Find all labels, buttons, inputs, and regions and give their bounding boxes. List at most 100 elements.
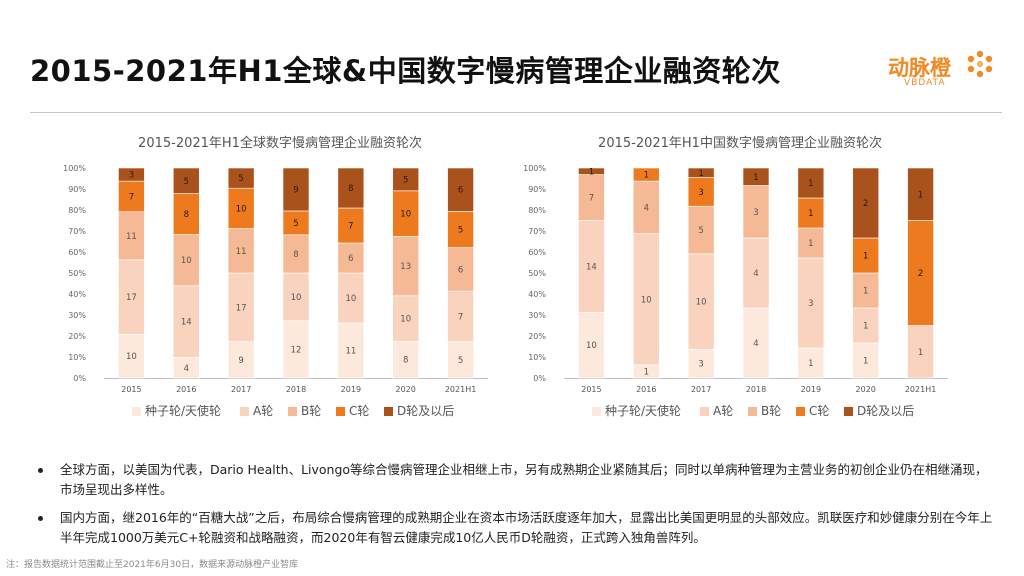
bar-segment [447, 247, 474, 292]
bar-segment [742, 185, 770, 239]
data-label: 9 [238, 356, 243, 366]
bar-segment [687, 167, 715, 178]
data-label: 1 [808, 239, 813, 249]
bar-segment [578, 174, 605, 221]
data-label: 3 [129, 171, 134, 181]
data-label: 17 [236, 303, 247, 313]
data-label: 5 [458, 226, 463, 236]
brand-logo: 动脉橙 VBDATA [888, 50, 998, 90]
bar-segment [282, 272, 310, 322]
bar-segment [392, 190, 420, 237]
page-title: 2015-2021年H1全球&中国数字慢病管理企业融资轮次 [30, 54, 781, 88]
data-label: 5 [238, 174, 243, 184]
x-tick-label: 2015 [581, 385, 601, 394]
data-label: 11 [345, 347, 356, 357]
y-tick-label: 100% [63, 164, 86, 173]
bar-segment [578, 312, 605, 379]
y-tick-label: 70% [528, 227, 546, 236]
x-tick-label: 2019 [341, 385, 361, 394]
bar-segment [742, 237, 770, 309]
data-label: 14 [181, 318, 192, 328]
data-label: 10 [181, 256, 192, 266]
legend-swatch [132, 407, 141, 416]
data-label: 10 [236, 204, 247, 214]
y-tick-label: 30% [528, 311, 546, 320]
data-label: 1 [918, 190, 923, 200]
data-label: 1 [808, 179, 813, 189]
title-divider [30, 112, 1002, 113]
x-tick-label: 2017 [691, 385, 711, 394]
data-label: 6 [348, 254, 353, 264]
bar-segment [797, 347, 825, 379]
legend-label: A轮 [253, 404, 273, 418]
legend-swatch [336, 407, 345, 416]
y-tick-label: 30% [68, 311, 86, 320]
bar-segment [172, 285, 200, 358]
bar-segment [337, 167, 365, 209]
bar-segment [447, 290, 474, 343]
data-label: 5 [458, 356, 463, 366]
bar-segment [852, 307, 880, 344]
bar-segment [797, 257, 825, 349]
x-tick-label: 2015 [121, 385, 141, 394]
data-label: 1 [863, 287, 868, 297]
bar-segment [447, 341, 474, 379]
data-label: 4 [184, 364, 189, 374]
bar-segment [742, 167, 770, 186]
bar-segment [118, 259, 145, 335]
data-label: 10 [126, 352, 137, 362]
china-funding-chart-svg: 2015-2021年H1中国数字慢病管理企业融资轮次 0% 10% 20% 30% 40%… [523, 135, 948, 418]
data-label: 7 [348, 222, 353, 232]
bar-segment [392, 167, 420, 192]
orange-dots-icon [967, 50, 993, 78]
bullet-global-text: 全球方面，以美国为代表，Dario Health、Livongo等综合慢病管理企… [60, 462, 988, 497]
data-label: 11 [236, 247, 247, 257]
x-tick-label: 2018 [286, 385, 306, 394]
legend-swatch [748, 407, 757, 416]
data-label: 1 [589, 167, 594, 177]
chart-title: 2015-2021年H1中国数字慢病管理企业融资轮次 [598, 135, 882, 151]
bar-segment [852, 272, 880, 309]
legend-label: B轮 [301, 404, 321, 418]
data-label: 3 [698, 188, 703, 198]
bullet-china: 国内方面，继2016年的“百糖大战”之后，布局综合慢病管理的成熟期企业在资本市场… [28, 508, 998, 548]
data-label: 2 [918, 269, 923, 279]
data-label: 1 [644, 367, 649, 377]
legend-swatch [288, 407, 297, 416]
bar-segment [118, 180, 145, 213]
y-tick-label: 40% [68, 290, 86, 299]
y-tick-label: 100% [523, 164, 546, 173]
x-tick-label: 2021H1 [445, 385, 476, 394]
bar-segment [742, 307, 770, 379]
bar-segment [227, 187, 255, 229]
y-tick-label: 80% [528, 206, 546, 215]
legend-label: 种子轮/天使轮 [145, 403, 221, 418]
data-label: 6 [458, 186, 463, 196]
legend-label: C轮 [809, 404, 829, 418]
data-label: 8 [293, 250, 298, 260]
bar-segment [337, 322, 365, 379]
legend-swatch [796, 407, 805, 416]
data-label: 7 [589, 194, 594, 204]
bar-segment [227, 167, 255, 189]
bar-segment [687, 177, 715, 207]
legend-label: B轮 [761, 404, 781, 418]
y-tick-label: 10% [68, 353, 86, 362]
x-tick-label: 2020 [856, 385, 876, 394]
data-label: 10 [291, 293, 302, 303]
data-label: 10 [345, 294, 356, 304]
bullet-global: 全球方面，以美国为代表，Dario Health、Livongo等综合慢病管理企… [28, 460, 998, 500]
bar-segment [687, 349, 715, 379]
logo-text: 动脉橙 [888, 56, 951, 80]
x-tick-label: 2016 [176, 385, 196, 394]
data-label: 1 [863, 322, 868, 332]
data-label: 8 [184, 210, 189, 220]
bar-segment [852, 237, 880, 274]
y-tick-label: 60% [68, 248, 86, 257]
y-tick-label: 90% [528, 185, 546, 194]
y-tick-label: 20% [68, 332, 86, 341]
data-label: 1 [863, 252, 868, 262]
x-tick-label: 2018 [746, 385, 766, 394]
y-tick-label: 50% [68, 269, 86, 278]
data-label: 10 [641, 295, 652, 305]
